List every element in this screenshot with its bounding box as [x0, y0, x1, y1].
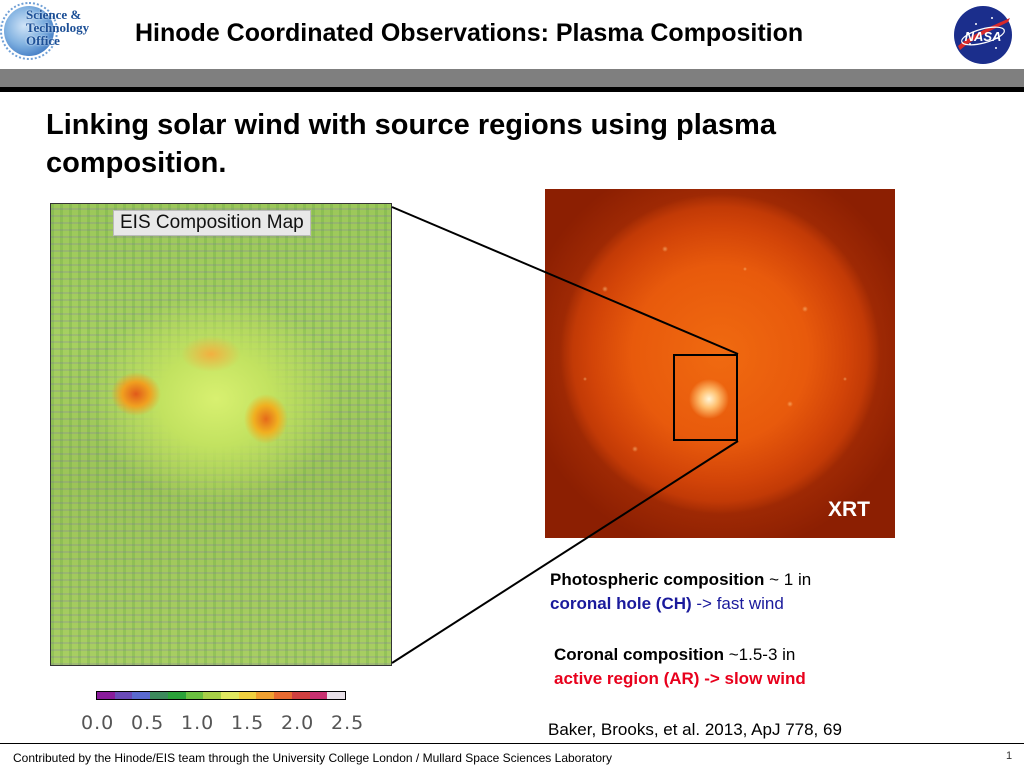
nasa-logo-text: NASA: [965, 29, 1002, 44]
photospheric-bold: Photospheric composition: [550, 570, 765, 589]
header-black-bar: [0, 87, 1024, 92]
coronal-line: Coronal composition ~1.5-3 in: [554, 643, 806, 667]
logo-text-line-3: Office: [26, 33, 60, 48]
colorbar-tick: 1.0: [181, 712, 215, 734]
logo-text: Science & Technology Office: [26, 8, 108, 47]
header-title: Hinode Coordinated Observations: Plasma …: [135, 19, 804, 47]
footer-text: Contributed by the Hinode/EIS team throu…: [13, 751, 613, 765]
colorbar-tick: 0.0: [81, 712, 115, 734]
coronal-bold: Coronal composition: [554, 645, 724, 664]
colorbar-swatch: [114, 692, 133, 699]
nasa-logo: NASA: [954, 6, 1012, 64]
colorbar-swatch: [327, 692, 346, 699]
footer-divider: [0, 743, 1024, 744]
photospheric-rest: ~ 1 in: [764, 570, 812, 589]
colorbar-swatch: [203, 692, 222, 699]
colorbar-swatch: [274, 692, 292, 699]
xrt-label: XRT: [828, 498, 870, 521]
colorbar-swatch: [150, 692, 168, 699]
fast-wind-text: -> fast wind: [691, 594, 784, 613]
logo-text-line-1: Science &: [26, 7, 82, 22]
colorbar-tick: 0.5: [131, 712, 165, 734]
zoom-region-box: [673, 354, 738, 441]
photospheric-note: Photospheric composition ~ 1 in coronal …: [550, 568, 811, 616]
coronal-rest: ~1.5-3 in: [724, 645, 796, 664]
globe-icon: [4, 6, 54, 56]
colorbar-tick: 1.5: [231, 712, 265, 734]
colorbar-swatch: [238, 692, 257, 699]
logo-ring: [0, 2, 58, 60]
science-technology-office-logo: Science & Technology Office: [0, 0, 108, 64]
eis-map-label: EIS Composition Map: [113, 210, 311, 236]
eis-composition-map-image: [50, 203, 392, 666]
colorbar-swatch: [291, 692, 310, 699]
citation: Baker, Brooks, et al. 2013, ApJ 778, 69: [548, 720, 842, 739]
page-number: 1: [1006, 750, 1013, 762]
photospheric-line: Photospheric composition ~ 1 in: [550, 568, 811, 592]
colorbar-swatch: [221, 692, 239, 699]
logo-text-line-2: Technology: [26, 20, 90, 35]
colorbar-tick: 2.5: [331, 712, 365, 734]
colorbar-swatch: [256, 692, 275, 699]
header-gray-bar: [0, 69, 1024, 87]
composition-colorbar: [96, 691, 346, 700]
colorbar-swatch: [185, 692, 204, 699]
colorbar-swatch: [167, 692, 186, 699]
colorbar-swatch: [132, 692, 151, 699]
coronal-hole-bold: coronal hole (CH): [550, 594, 692, 613]
active-region-line: active region (AR) -> slow wind: [554, 669, 806, 688]
slide-title: Linking solar wind with source regions u…: [46, 109, 776, 179]
colorbar-swatch: [97, 692, 115, 699]
colorbar-swatch: [309, 692, 328, 699]
coronal-note: Coronal composition ~1.5-3 in active reg…: [554, 643, 806, 691]
colorbar-tick: 2.0: [281, 712, 315, 734]
coronal-hole-line: coronal hole (CH) -> fast wind: [550, 592, 811, 616]
